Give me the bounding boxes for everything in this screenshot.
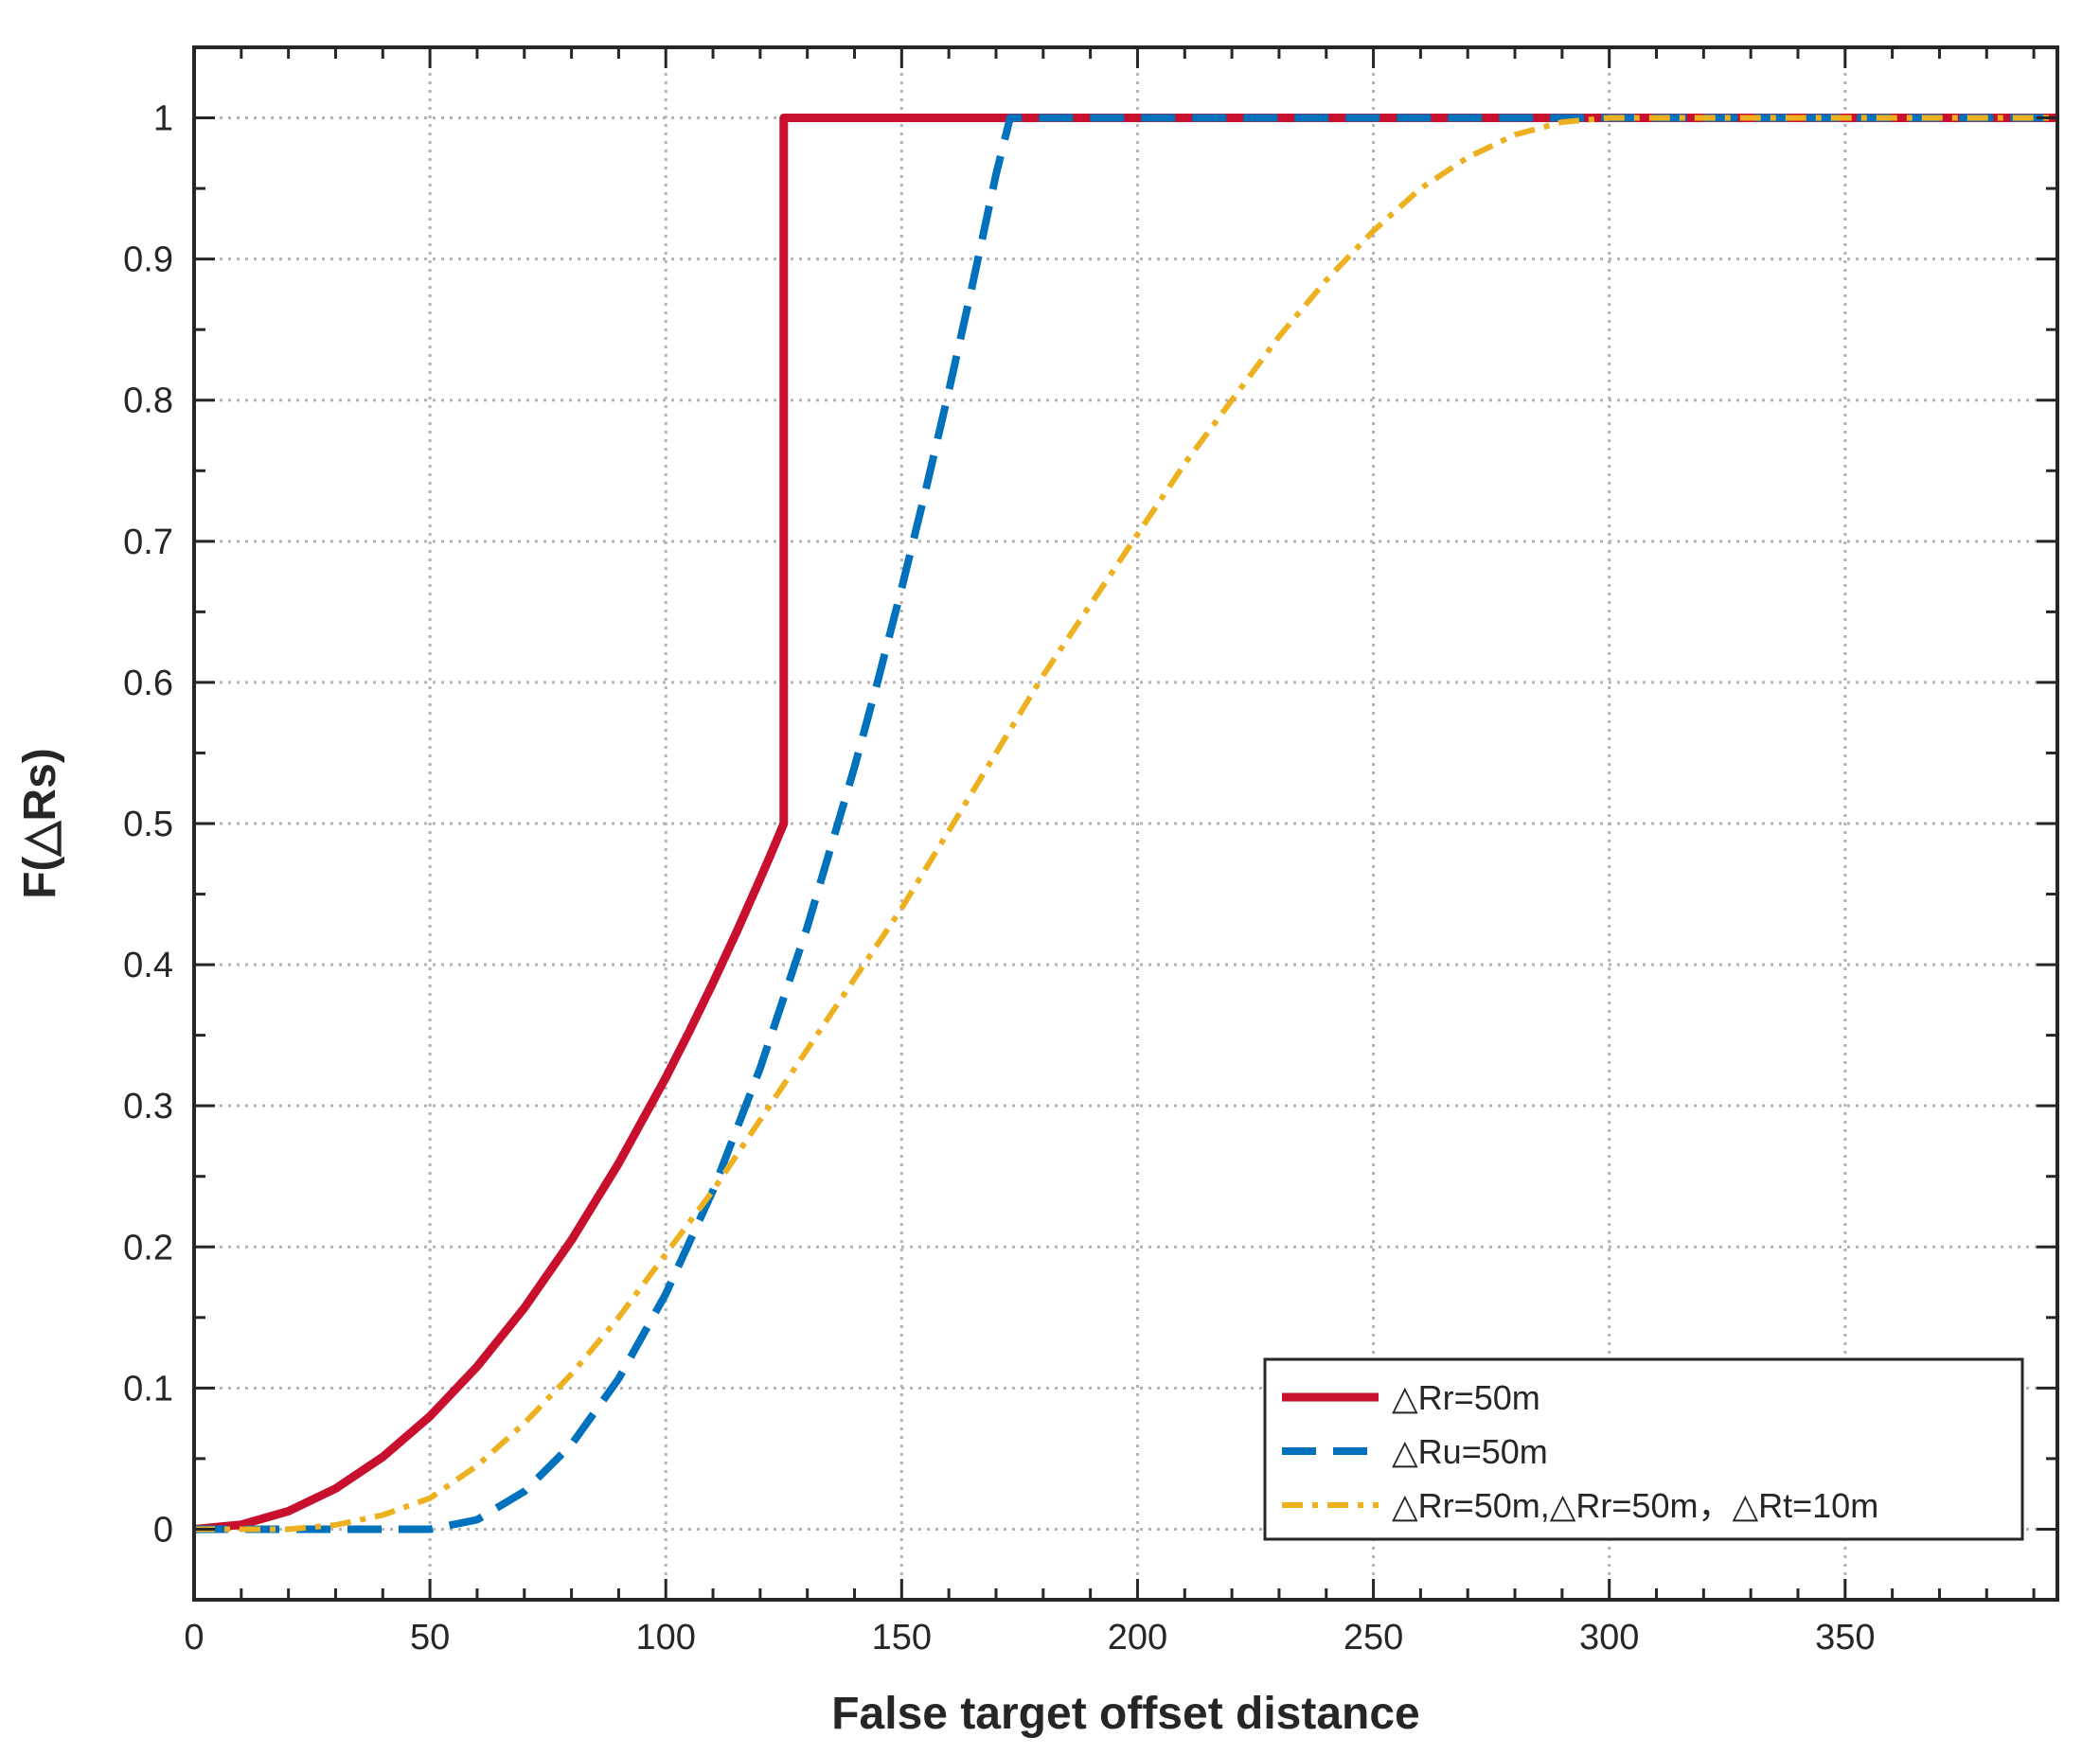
series-line-0 [193, 114, 2057, 1533]
y-tick-label: 0.4 [123, 946, 173, 985]
series-group [193, 114, 2057, 1533]
legend-label-yellow: △Rr=50m,△Rr=50m，△Rt=10m [1392, 1486, 1878, 1525]
legend-box [1263, 1357, 2024, 1541]
series-line-2 [194, 115, 2057, 1533]
legend-label-red: △Rr=50m [1392, 1378, 1540, 1417]
y-tick-label: 1 [153, 99, 173, 139]
y-tick-labels: 0 0.1 0.2 0.3 0.4 0.5 0.6 0.7 0.8 0.9 1 [123, 99, 173, 1551]
tick-marks [192, 45, 2057, 1602]
y-tick-label: 0.9 [123, 240, 173, 280]
x-tick-label: 100 [636, 1618, 696, 1658]
y-tick-label: 0.5 [123, 805, 173, 844]
x-tick-label: 350 [1815, 1618, 1875, 1658]
y-tick-label: 0.1 [123, 1369, 173, 1409]
grid-lines [194, 47, 2057, 1600]
y-tick-label: 0.7 [123, 523, 173, 562]
x-tick-label: 200 [1108, 1618, 1167, 1658]
legend-label-blue: △Ru=50m [1392, 1432, 1548, 1471]
x-tick-label: 0 [184, 1618, 204, 1658]
y-tick-label: 0.6 [123, 664, 173, 703]
y-tick-label: 0.2 [123, 1228, 173, 1268]
x-tick-label: 50 [410, 1618, 450, 1658]
y-tick-label: 0.8 [123, 381, 173, 421]
x-tick-label: 250 [1344, 1618, 1403, 1658]
x-axis-title: False target offset distance [831, 1689, 1420, 1739]
x-tick-label: 150 [872, 1618, 932, 1658]
legend: △Rr=50m △Ru=50m △Rr=50m,△Rr=50m，△Rt=10m [1263, 1357, 2024, 1541]
x-tick-labels: 0 50 100 150 200 250 300 350 [184, 1618, 1875, 1658]
y-tick-label: 0.3 [123, 1087, 173, 1126]
y-axis-title: F(△Rs) [15, 748, 65, 899]
y-tick-label: 0 [153, 1510, 173, 1550]
x-tick-label: 300 [1579, 1618, 1639, 1658]
